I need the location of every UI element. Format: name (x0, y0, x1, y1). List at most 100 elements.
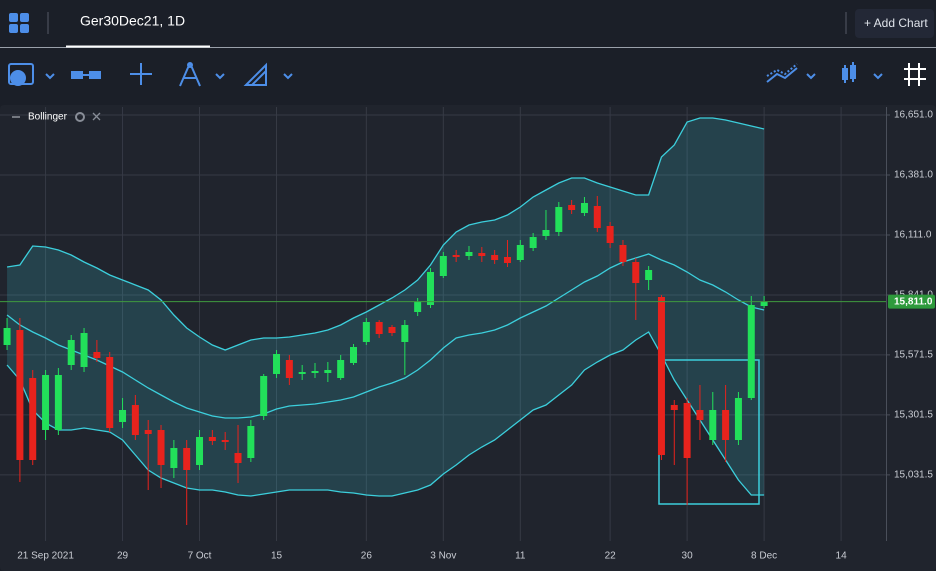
candle-body (208, 437, 216, 441)
dropdown-arrow[interactable] (215, 73, 225, 80)
x-tick-label: 14 (836, 551, 848, 562)
indicator-legend: Bollinger (12, 112, 101, 123)
candle-icon[interactable] (842, 62, 856, 83)
candle-body (16, 330, 24, 460)
draw-icon[interactable] (179, 62, 201, 87)
candle-body (747, 305, 755, 398)
candle-body (234, 453, 242, 463)
candle-body (696, 410, 704, 420)
candle-body (606, 226, 614, 243)
y-tick-label: 16,381.0 (894, 170, 933, 181)
candle-body (683, 403, 691, 458)
candle-body (388, 327, 396, 333)
candle-body (568, 205, 576, 210)
indicator-icon[interactable] (766, 63, 798, 83)
candle-body (465, 252, 473, 256)
grid-menu-icon[interactable] (9, 13, 29, 33)
candle-body (439, 256, 447, 276)
candle-body (478, 253, 486, 256)
crosshair-icon[interactable] (130, 63, 152, 85)
candle-body (106, 357, 114, 428)
candle-body (734, 398, 742, 440)
candle-body (183, 448, 191, 470)
candle-body (350, 347, 358, 363)
candle-body (593, 206, 601, 228)
y-tick-label: 16,111.0 (894, 230, 932, 241)
candle-body (157, 430, 165, 465)
shape-icon[interactable] (243, 62, 267, 86)
candle-body (247, 426, 255, 458)
candle-body (529, 237, 537, 248)
candle-body (170, 448, 178, 468)
candle-body (580, 203, 588, 213)
axis-layer: 16,651.016,381.016,111.015,841.015,571.5… (0, 110, 935, 562)
candle-body (375, 322, 383, 334)
candle-body (3, 328, 11, 345)
dropdown-arrow[interactable] (283, 73, 293, 80)
candle-body (131, 405, 139, 435)
x-tick-label: 3 Nov (430, 551, 456, 562)
candle-body (80, 333, 88, 367)
candle-body (221, 440, 229, 442)
candle-body (144, 430, 152, 434)
candle-body (632, 262, 640, 283)
candle-body (401, 325, 409, 342)
y-tick-label: 15,571.5 (894, 350, 933, 361)
add-chart-button[interactable] (855, 9, 934, 38)
candle-layer (3, 196, 768, 525)
x-tick-label: 11 (515, 551, 526, 562)
tab-title[interactable]: Ger30Dec21, 1D (80, 13, 185, 29)
dropdown-arrow[interactable] (806, 73, 816, 80)
x-tick-label: 29 (117, 551, 129, 562)
dropdown-arrow[interactable] (873, 73, 883, 80)
candle-body (516, 245, 524, 260)
chart-panel (0, 105, 936, 571)
band-line (6, 331, 765, 497)
candle-body (722, 410, 730, 440)
bar-type-icon[interactable] (71, 71, 101, 79)
dropdown-arrow[interactable] (45, 73, 55, 80)
candle-body (337, 360, 345, 378)
candle-body (362, 322, 370, 342)
add-chart-label[interactable]: + Add Chart (864, 16, 928, 30)
candle-body (324, 370, 332, 373)
candle-body (119, 410, 127, 422)
x-tick-label: 21 Sep 2021 (17, 551, 74, 562)
candle-body (93, 352, 101, 358)
candle-body (491, 255, 499, 260)
candle-body (503, 257, 511, 263)
band-line (6, 253, 765, 419)
candle-body (426, 272, 434, 305)
candle-body (298, 372, 306, 374)
date-icon[interactable] (8, 63, 34, 86)
x-tick-label: 26 (361, 551, 373, 562)
x-tick-label: 30 (682, 551, 694, 562)
candle-body (709, 410, 717, 440)
candle-body (260, 376, 268, 416)
close-icon[interactable] (92, 112, 101, 121)
y-tick-label: 16,651.0 (894, 110, 933, 121)
y-tick-label: 15,031.5 (894, 470, 933, 481)
candle-body (555, 207, 563, 232)
y-tick-label: 15,301.5 (894, 410, 933, 421)
candle-body (657, 297, 665, 455)
last-price-label: 15,811.0 (894, 296, 933, 307)
candle-body (285, 360, 293, 378)
candle-body (542, 230, 550, 236)
x-tick-label: 8 Dec (751, 551, 777, 562)
toolbar (8, 62, 926, 87)
settings-icon[interactable] (75, 112, 85, 122)
candle-body (29, 378, 37, 460)
x-tick-label: 15 (271, 551, 283, 562)
candle-body (273, 354, 281, 374)
candle-body (670, 405, 678, 410)
candle-body (645, 270, 653, 280)
candle-body (619, 245, 627, 262)
legend-label: Bollinger (28, 112, 68, 123)
x-tick-label: 22 (605, 551, 617, 562)
grid-toggle-icon[interactable] (904, 63, 926, 86)
candle-body (311, 371, 319, 373)
candle-body (760, 301, 768, 306)
band-fill (7, 118, 765, 496)
